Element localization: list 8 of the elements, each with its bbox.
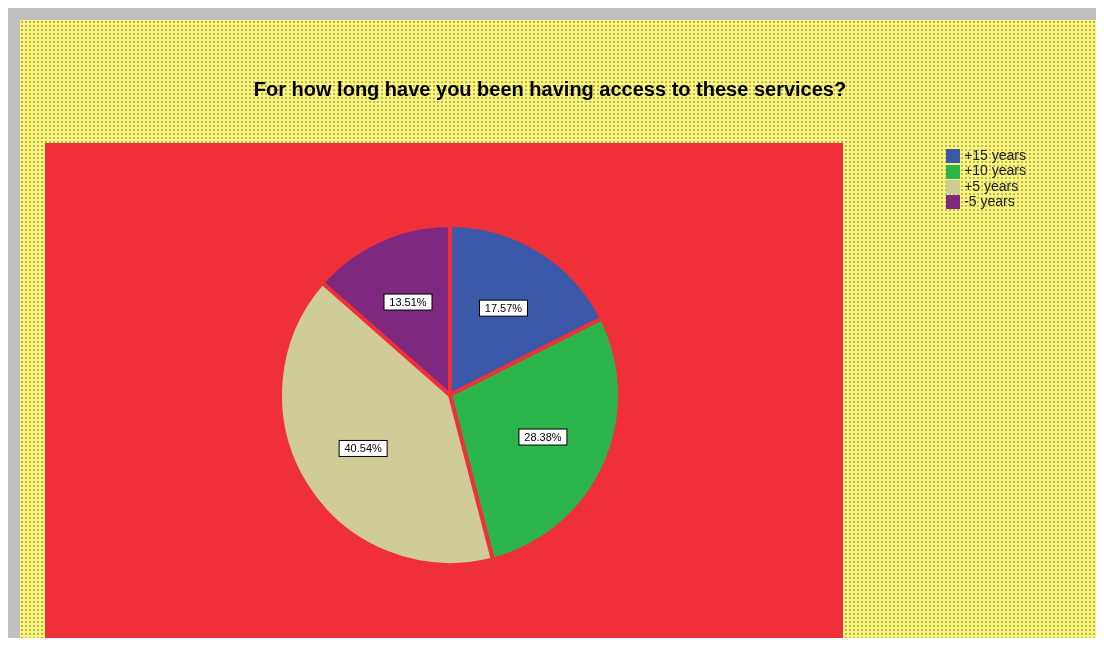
legend-label: +10 years [964,162,1026,179]
data-label: 17.57% [484,302,523,315]
legend-label: +15 years [964,147,1026,163]
data-label: 40.54% [344,442,382,455]
legend-label: +5 years [964,177,1019,194]
data-label: 13.51% [389,296,427,309]
data-label: 28.38% [524,431,562,444]
chart-title: For how long have you been having access to these services? [252,78,848,101]
